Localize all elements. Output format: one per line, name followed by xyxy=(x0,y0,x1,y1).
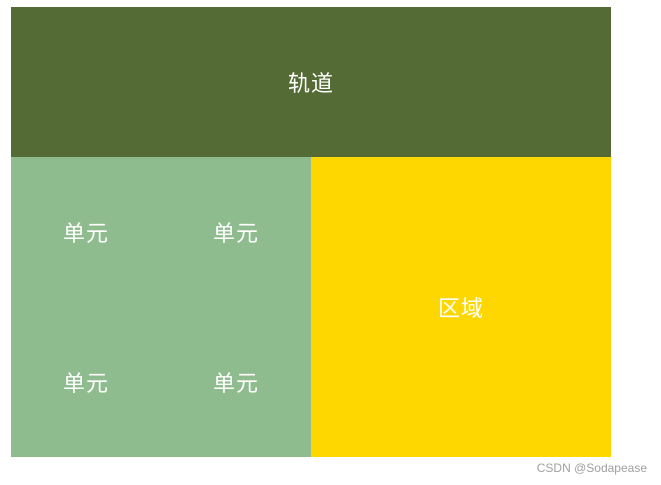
area-block: 区域 xyxy=(311,157,611,457)
watermark: CSDN @Sodapease xyxy=(536,461,647,475)
unit-cell: 单元 xyxy=(11,307,161,457)
unit-cell: 单元 xyxy=(161,157,311,307)
unit-label: 单元 xyxy=(212,222,259,247)
unit-label: 单元 xyxy=(62,372,109,397)
grid-diagram: 轨道 单元 单元 单元 单元 区域 xyxy=(11,7,611,457)
unit-cell: 单元 xyxy=(11,157,161,307)
unit-label: 单元 xyxy=(212,372,259,397)
unit-label: 单元 xyxy=(62,222,109,247)
track-block: 轨道 xyxy=(11,7,611,157)
track-label: 轨道 xyxy=(287,72,334,97)
unit-cell: 单元 xyxy=(161,307,311,457)
area-label: 区域 xyxy=(437,297,484,322)
